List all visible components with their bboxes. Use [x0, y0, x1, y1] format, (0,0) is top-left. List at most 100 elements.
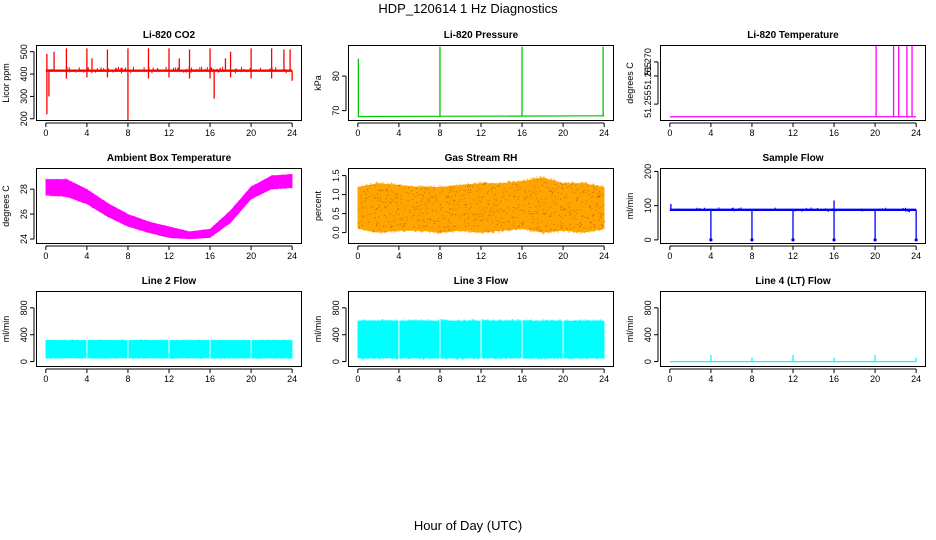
panel-8-ylabel: ml/min: [313, 316, 323, 343]
panel-1-frame: [36, 45, 302, 121]
panel-8-xtick-label-4: 4: [396, 374, 401, 384]
panel-3-ylabel: degrees C: [625, 62, 635, 104]
panel-7-title: Line 2 Flow: [142, 276, 197, 287]
panel-3-data: [669, 46, 917, 118]
panel-7-xtick-label-24: 24: [287, 374, 297, 384]
panel-8-title: Line 3 Flow: [454, 276, 509, 287]
panel-2-xtick-label-16: 16: [517, 128, 527, 138]
panel-6-drop-dot-2: [791, 238, 795, 242]
panel-4-ytick-label-0: 24: [19, 234, 29, 244]
panel-1-xtick-label-12: 12: [164, 128, 174, 138]
panel-9-ylabel: ml/min: [625, 316, 635, 343]
panel-4-xtick-label-0: 0: [43, 251, 48, 261]
panel-4-ytick-label-2: 28: [19, 184, 29, 194]
panel-6-ytick-label-1: 100: [643, 198, 653, 213]
panel-6-drop-dot-0: [709, 238, 713, 242]
panel-9-ytick-label-1: 400: [643, 327, 653, 342]
panel-5-ytick-label-0: 0.0: [331, 226, 341, 239]
panel-8-ytick-label-0: 0: [331, 359, 341, 364]
panel-6-ytick-label-0: 0: [643, 237, 653, 242]
panel-1-xtick-label-0: 0: [43, 128, 48, 138]
panel-1-ytick-label-3: 500: [19, 44, 29, 59]
panel-3-title: Li-820 Temperature: [747, 30, 839, 41]
panel-9-xtick-label-20: 20: [870, 374, 880, 384]
panel-4-band: [45, 174, 293, 240]
panel-4-xtick-label-8: 8: [125, 251, 130, 261]
panel-2-data: [357, 46, 605, 118]
panel-3-xtick-label-20: 20: [870, 128, 880, 138]
panel-6-title: Sample Flow: [762, 153, 823, 164]
panel-8-ytick-label-1: 400: [331, 327, 341, 342]
panel-9-xtick-label-8: 8: [749, 374, 754, 384]
panel-1-title: Li-820 CO2: [143, 30, 196, 41]
panel-9-xtick-label-12: 12: [788, 374, 798, 384]
panel-1-xtick-label-16: 16: [205, 128, 215, 138]
panel-8-xtick-label-24: 24: [599, 374, 609, 384]
panel-4-data: [45, 173, 293, 240]
panel-5-noise: [357, 175, 605, 235]
panel-6-frame: [660, 168, 926, 244]
panel-6-drop-dot-1: [750, 238, 754, 242]
panel-4-xtick-label-16: 16: [205, 251, 215, 261]
panel-3-frame: [660, 45, 926, 121]
panel-2-ytick-label-1: 80: [331, 71, 341, 81]
panel-5-ylabel: percent: [313, 190, 323, 221]
panel-8-data: [357, 318, 605, 360]
panel-9-ytick-label-0: 0: [643, 359, 653, 364]
panel-2-frame: [348, 45, 614, 121]
panel-5-xtick-label-0: 0: [355, 251, 360, 261]
panel-9-xtick-label-0: 0: [667, 374, 672, 384]
panel-5-xtick-label-16: 16: [517, 251, 527, 261]
panel-4-xtick-label-20: 20: [246, 251, 256, 261]
panel-2-xtick-label-12: 12: [476, 128, 486, 138]
panel-1-ytick-label-0: 200: [19, 111, 29, 126]
panel-9-ytick-label-2: 800: [643, 300, 653, 315]
panel-7-ytick-label-1: 400: [19, 327, 29, 342]
panel-1-xtick-label-4: 4: [84, 128, 89, 138]
panel-3-xtick-label-4: 4: [708, 128, 713, 138]
panel-2-xtick-label-0: 0: [355, 128, 360, 138]
panel-1-jitter: [47, 66, 292, 74]
panel-6-drop-dot-4: [873, 238, 877, 242]
panel-9-data: [669, 354, 917, 363]
panel-7-xtick-label-20: 20: [246, 374, 256, 384]
panel-7-ytick-label-0: 0: [19, 359, 29, 364]
panel-5-xtick-label-12: 12: [476, 251, 486, 261]
panel-7-xtick-label-16: 16: [205, 374, 215, 384]
panel-2-baseline: [357, 115, 605, 118]
panel-2-ytick-label-0: 70: [331, 106, 341, 116]
panel-1-xtick-label-24: 24: [287, 128, 297, 138]
panel-5-ytick-label-1: 0.5: [331, 207, 341, 220]
panel-5-xtick-label-20: 20: [558, 251, 568, 261]
panel-2-xtick-label-4: 4: [396, 128, 401, 138]
panel-6-xtick-label-0: 0: [667, 251, 672, 261]
panel-6-ytick-label-2: 200: [643, 164, 653, 179]
panel-1-ytick-label-2: 400: [19, 67, 29, 82]
panel-5-texture: [357, 178, 605, 233]
panel-1-ylabel: Licor ppm: [1, 63, 11, 103]
panel-2-xtick-label-20: 20: [558, 128, 568, 138]
panel-2-xtick-label-24: 24: [599, 128, 609, 138]
panel-6-xtick-label-12: 12: [788, 251, 798, 261]
panel-6-ylabel: ml/min: [625, 193, 635, 220]
panel-3-xtick-label-16: 16: [829, 128, 839, 138]
panel-7-ytick-label-2: 800: [19, 300, 29, 315]
figure-title: HDP_120614 1 Hz Diagnostics: [378, 1, 558, 16]
panel-5-xtick-label-8: 8: [437, 251, 442, 261]
panel-4-xtick-label-24: 24: [287, 251, 297, 261]
panel-4-frame: [36, 168, 302, 244]
panel-2-title: Li-820 Pressure: [444, 30, 519, 41]
panel-9-xtick-label-24: 24: [911, 374, 921, 384]
panel-4-xtick-label-12: 12: [164, 251, 174, 261]
panel-3-ytick-label-0: 51.255: [643, 90, 653, 118]
panel-7-xtick-label-0: 0: [43, 374, 48, 384]
panel-6-data: [669, 200, 918, 242]
panel-4-ylabel: degrees C: [1, 185, 11, 227]
panel-7-xtick-label-4: 4: [84, 374, 89, 384]
panel-6-xtick-label-20: 20: [870, 251, 880, 261]
panel-6-jitter: [671, 207, 917, 213]
panel-9-title: Line 4 (LT) Flow: [755, 276, 831, 287]
panel-7-xtick-label-8: 8: [125, 374, 130, 384]
panel-1-ytick-label-1: 300: [19, 89, 29, 104]
